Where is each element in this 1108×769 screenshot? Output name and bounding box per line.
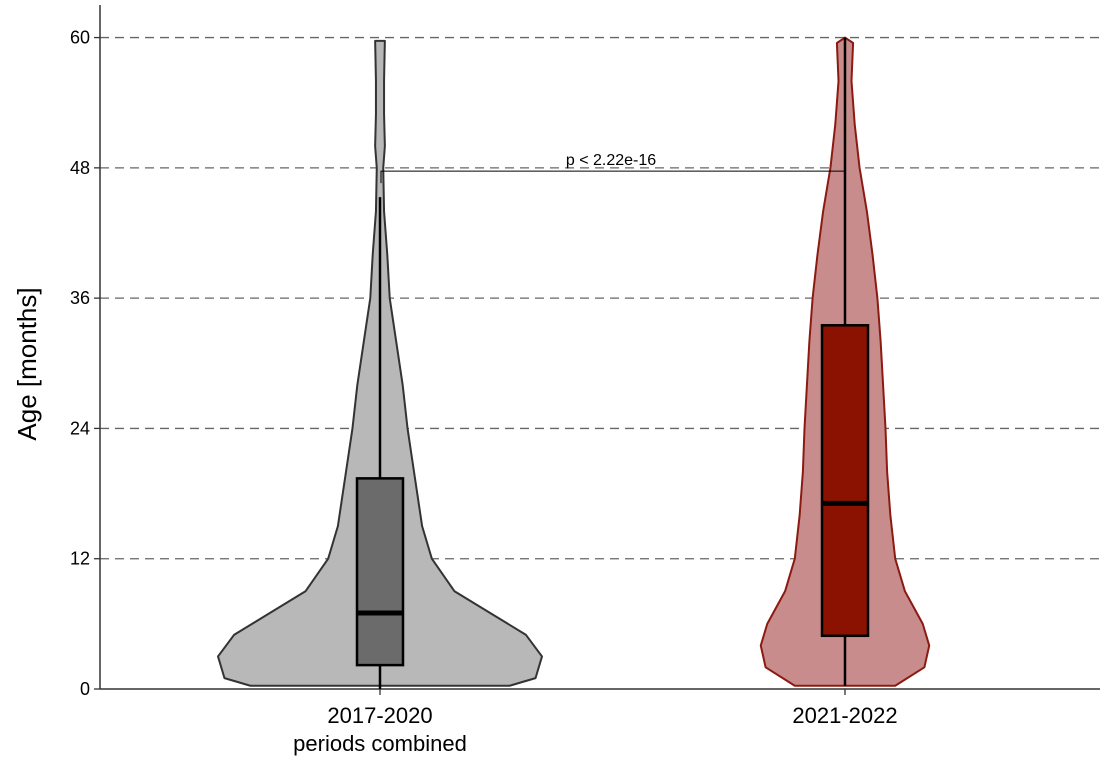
p-value-label: p < 2.22e-16 [566, 152, 656, 169]
box [355, 477, 405, 667]
y-tick-label: 60 [70, 28, 90, 48]
box [820, 324, 870, 638]
x-tick-sublabel: periods combined [293, 731, 467, 756]
x-tick-label: 2017-2020 [327, 703, 432, 728]
y-axis-label: Age [months] [12, 287, 42, 440]
y-tick-label: 24 [70, 418, 90, 438]
y-tick-label: 36 [70, 288, 90, 308]
y-tick-label: 12 [70, 549, 90, 569]
x-tick-label: 2021-2022 [792, 703, 897, 728]
y-tick-label: 48 [70, 158, 90, 178]
significance-bracket [380, 170, 846, 184]
y-tick-label: 0 [80, 679, 90, 699]
